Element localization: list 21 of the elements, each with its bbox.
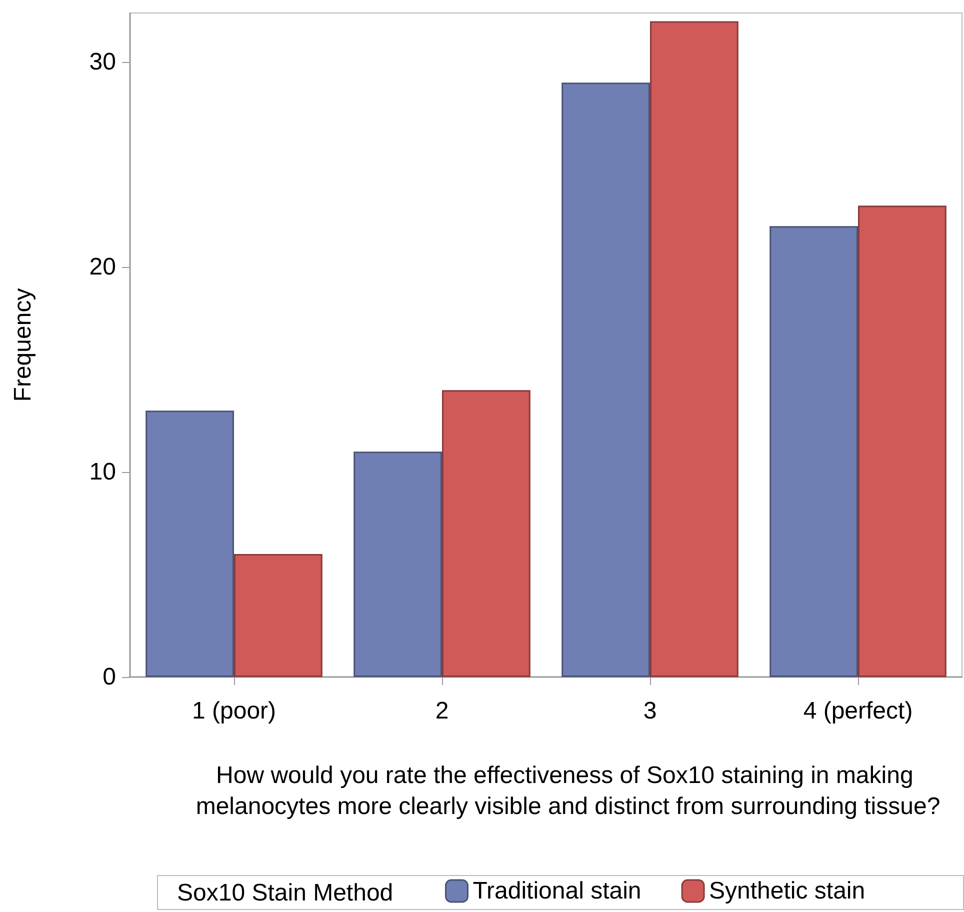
- x-tick-label: 4 (perfect): [803, 698, 913, 724]
- y-tick-label: 10: [89, 458, 116, 486]
- legend-label: Synthetic stain: [709, 878, 866, 904]
- bar: [770, 226, 858, 677]
- y-axis-title: Frequency: [10, 288, 36, 402]
- y-tick-label: 30: [89, 48, 116, 76]
- x-tick-label: 1 (poor): [192, 698, 276, 724]
- bar: [562, 82, 650, 677]
- bar: [354, 452, 442, 677]
- bar: [858, 206, 946, 677]
- bar: [146, 410, 234, 677]
- x-axis-title: How would you rate the effectiveness of Sox10 staining in making melanocytes more clearly visible and distinct from surrounding tissue?: [196, 762, 940, 820]
- y-tick-label: 0: [102, 664, 116, 690]
- bar: [442, 390, 530, 677]
- legend-label: Traditional stain: [472, 878, 642, 904]
- x-tick-label: 2: [435, 698, 449, 724]
- x-tick-label: 3: [643, 698, 657, 724]
- bar: [234, 554, 322, 677]
- bar: [650, 21, 738, 677]
- legend-title: Sox10 Stain Method: [177, 880, 394, 906]
- y-tick-label: 20: [89, 254, 116, 281]
